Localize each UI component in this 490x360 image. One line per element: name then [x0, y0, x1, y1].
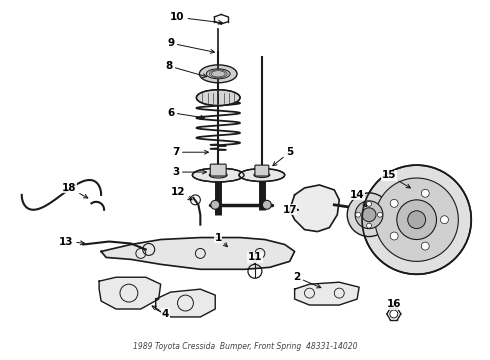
Text: 12: 12: [172, 187, 192, 200]
Text: 5: 5: [273, 147, 294, 166]
FancyBboxPatch shape: [255, 165, 269, 176]
Circle shape: [347, 193, 391, 237]
Text: 15: 15: [382, 170, 411, 188]
Circle shape: [390, 199, 398, 207]
Text: 1989 Toyota Cressida  Bumper, Front Spring  48331-14020: 1989 Toyota Cressida Bumper, Front Sprin…: [133, 342, 357, 351]
Text: 10: 10: [170, 12, 222, 24]
Circle shape: [367, 223, 371, 228]
Circle shape: [375, 178, 458, 261]
Circle shape: [408, 211, 426, 229]
Polygon shape: [294, 282, 359, 305]
Ellipse shape: [206, 69, 230, 79]
Text: 1: 1: [215, 233, 227, 247]
Circle shape: [367, 201, 371, 206]
Ellipse shape: [211, 201, 220, 209]
Text: 13: 13: [59, 237, 84, 247]
Circle shape: [390, 232, 398, 240]
Circle shape: [355, 201, 383, 229]
Ellipse shape: [209, 172, 227, 178]
Text: 2: 2: [293, 272, 321, 288]
Circle shape: [377, 212, 382, 217]
Text: 18: 18: [62, 183, 88, 198]
Text: 14: 14: [350, 190, 367, 207]
Text: 17: 17: [282, 205, 298, 215]
Circle shape: [441, 216, 448, 224]
FancyBboxPatch shape: [210, 164, 226, 176]
Text: 16: 16: [387, 299, 401, 309]
Ellipse shape: [254, 172, 270, 177]
Polygon shape: [290, 185, 339, 231]
Circle shape: [397, 200, 437, 239]
Ellipse shape: [199, 65, 237, 83]
Text: 9: 9: [167, 38, 215, 53]
Ellipse shape: [262, 201, 271, 209]
Text: 8: 8: [165, 61, 207, 77]
Text: 7: 7: [172, 147, 208, 157]
Polygon shape: [99, 277, 161, 309]
Circle shape: [362, 208, 376, 222]
Circle shape: [362, 165, 471, 274]
Ellipse shape: [196, 90, 240, 105]
Text: 3: 3: [172, 167, 206, 177]
Circle shape: [421, 242, 429, 250]
Circle shape: [421, 189, 429, 197]
Text: 6: 6: [167, 108, 204, 119]
Text: 4: 4: [152, 306, 170, 319]
Polygon shape: [156, 289, 215, 317]
Ellipse shape: [239, 168, 285, 181]
Text: 11: 11: [247, 252, 262, 264]
Polygon shape: [101, 238, 294, 269]
Ellipse shape: [193, 168, 244, 182]
Circle shape: [356, 212, 361, 217]
